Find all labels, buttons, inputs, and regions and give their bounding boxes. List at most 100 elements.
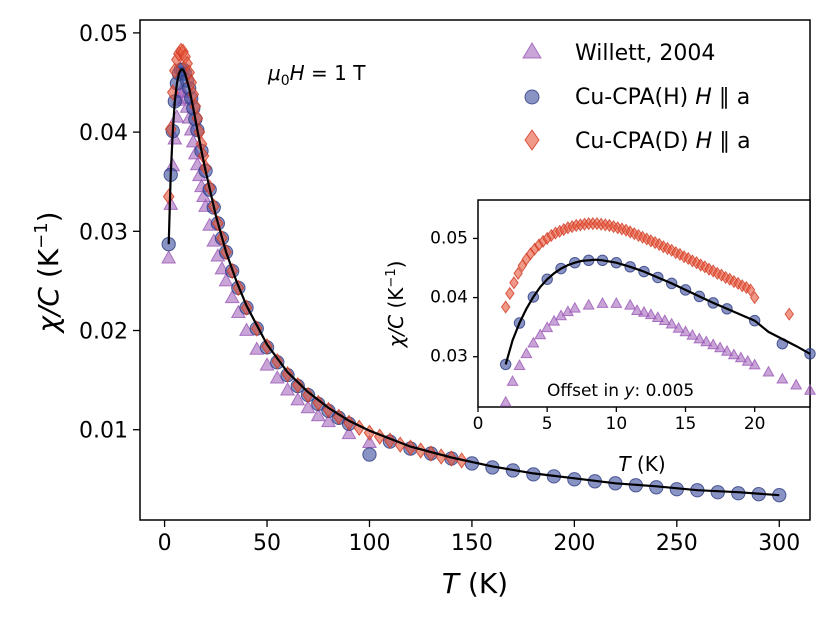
main-point-diamond-28 — [261, 338, 273, 355]
inset-point-triangle-21 — [672, 321, 685, 333]
main-point-triangle-33 — [310, 407, 326, 422]
inset-point-triangle-3 — [520, 347, 533, 359]
legend-label-cu-cpa-h: Cu-CPA(H) H ∥ a — [575, 85, 750, 110]
inset-point-triangle-15 — [631, 304, 644, 315]
inset-point-triangle-6 — [541, 321, 554, 333]
main-point-triangle-32 — [300, 399, 316, 414]
inset-point-diamond-2 — [509, 276, 519, 290]
main-x-ticks: 0 50 100 150 200 250 300 — [158, 520, 800, 556]
inset-y-ticks: 0.03 0.04 0.05 — [430, 228, 478, 367]
inset-point-triangle-23 — [686, 328, 699, 340]
inset-plot-frame — [477, 199, 811, 408]
main-point-triangle-0 — [161, 250, 177, 264]
legend-item-cu-cpa-d: Cu-CPA(D) H ∥ a — [524, 129, 751, 154]
inset-point-triangle-27 — [714, 341, 727, 353]
inset-point-triangle-28 — [720, 344, 734, 356]
inset-point-triangle-4 — [527, 336, 540, 348]
legend-marker-diamond — [524, 129, 540, 151]
legend-label-cu-cpa-d: Cu-CPA(D) H ∥ a — [575, 129, 751, 154]
main-point-triangle-28 — [259, 357, 275, 371]
main-point-diamond-29 — [271, 353, 284, 370]
main-point-diamond-31 — [291, 376, 304, 394]
inset-point-triangle-35 — [790, 378, 803, 390]
inset-point-triangle-10 — [568, 301, 581, 313]
inset-point-triangle-13 — [610, 296, 623, 308]
inset-point-triangle-30 — [734, 351, 747, 363]
legend-marker-triangle — [522, 42, 542, 59]
main-point-diamond-0 — [162, 188, 175, 205]
main-y-tick-label-3: 0.04 — [79, 121, 128, 146]
main-point-triangle-34 — [320, 413, 337, 428]
main-fit-curve — [167, 68, 780, 497]
main-point-triangle-35 — [341, 425, 357, 440]
main-y-ticks: 0.01 0.02 0.03 0.04 0.05 — [79, 22, 140, 444]
inset-x-tick-label-20: 20 — [744, 414, 766, 434]
inset-point-diamond-1 — [505, 286, 515, 301]
inset-point-triangle-29 — [727, 348, 740, 360]
inset-point-diamond-61 — [784, 307, 794, 321]
inset-point-triangle-16 — [637, 305, 651, 317]
inset-point-diamond-59 — [745, 283, 756, 297]
main-y-tick-label-2: 0.03 — [79, 220, 128, 245]
legend-marker-circle — [524, 89, 540, 105]
main-point-diamond-32 — [302, 386, 314, 404]
inset-background — [478, 200, 810, 407]
inset-point-triangle-17 — [644, 308, 657, 320]
inset-point-triangle-18 — [651, 311, 664, 323]
main-point-triangle-24 — [224, 289, 240, 304]
inset-y-tick-label-1: 0.04 — [430, 288, 468, 308]
inset-point-triangle-1 — [506, 375, 519, 386]
inset-point-triangle-7 — [548, 314, 561, 326]
inset-point-triangle-31 — [741, 354, 754, 366]
inset-point-triangle-11 — [582, 298, 595, 310]
inset-y-tick-label-0: 0.03 — [430, 347, 468, 367]
legend-label-willett: Willett, 2004 — [575, 41, 715, 66]
inset-point-diamond-3 — [513, 266, 523, 280]
main-point-triangle-29 — [269, 370, 285, 384]
main-point-triangle-23 — [218, 272, 234, 287]
inset-point-triangle-32 — [748, 358, 761, 370]
inset-point-triangle-2 — [513, 359, 526, 370]
main-x-tick-label-250: 250 — [656, 531, 698, 556]
main-point-triangle-30 — [280, 382, 296, 396]
inset-point-triangle-5 — [534, 328, 547, 340]
legend: Willett, 2004 Cu-CPA(H) H ∥ a Cu-CPA(D) … — [522, 41, 751, 154]
main-point-diamond-38 — [363, 424, 376, 441]
inset-x-tick-label-5: 5 — [542, 414, 553, 434]
inset-point-circle-0 — [499, 358, 512, 371]
inset-fit-curve — [504, 258, 811, 365]
main-y-tick-label-1: 0.02 — [79, 320, 128, 345]
legend-item-cu-cpa-h: Cu-CPA(H) H ∥ a — [524, 85, 750, 110]
main-y-tick-label-4: 0.05 — [79, 22, 128, 47]
inset-point-triangle-22 — [679, 325, 692, 337]
main-x-tick-label-300: 300 — [758, 531, 800, 556]
inset-y-tick-label-2: 0.05 — [430, 228, 468, 248]
main-x-tick-label-50: 50 — [253, 531, 281, 556]
inset-x-tick-label-10: 10 — [606, 414, 628, 434]
inset-point-triangle-14 — [624, 298, 637, 310]
main-x-tick-label-150: 150 — [451, 531, 493, 556]
inset-fit-line — [504, 258, 811, 365]
main-fit-line — [167, 68, 780, 497]
main-x-tick-label-100: 100 — [348, 531, 390, 556]
inset-x-tick-label-15: 15 — [675, 414, 697, 434]
inset-point-triangle-36 — [803, 383, 817, 395]
inset-point-triangle-26 — [707, 338, 720, 350]
field-annotation: μ0H = 1 T — [267, 61, 366, 89]
inset-x-axis-title: T (K) — [618, 452, 665, 476]
inset-point-triangle-25 — [700, 335, 713, 347]
inset-point-diamond-0 — [500, 300, 511, 314]
main-chart: 0 50 100 150 200 250 300 0.010.020.030.040.05 … — [31, 19, 811, 600]
inset-point-triangle-19 — [658, 314, 671, 326]
main-x-tick-label-0: 0 — [158, 531, 172, 556]
inset-point-triangle-12 — [596, 296, 609, 308]
main-x-tick-label-200: 200 — [553, 531, 595, 556]
main-point-diamond-35 — [332, 408, 345, 426]
main-y-tick-label-0: 0.01 — [79, 419, 128, 444]
inset-point-triangle-24 — [693, 332, 706, 344]
main-x-axis-title: T (K) — [442, 567, 508, 600]
inset-x-ticks: 0 5 10 15 20 — [473, 407, 766, 434]
inset-x-tick-label-0: 0 — [473, 414, 484, 434]
main-point-triangle-31 — [290, 391, 306, 406]
